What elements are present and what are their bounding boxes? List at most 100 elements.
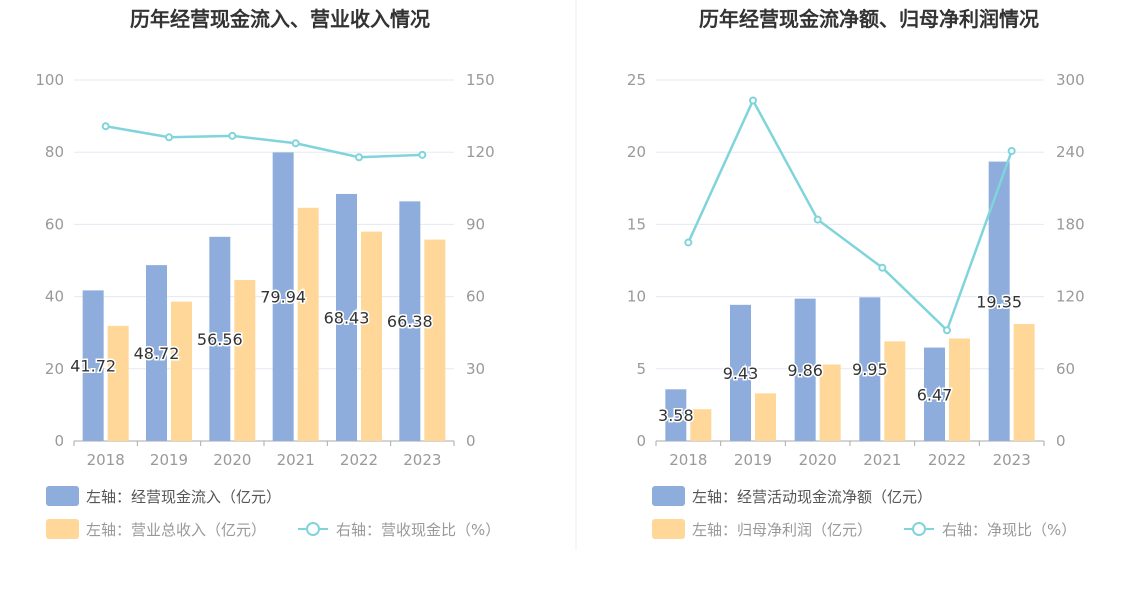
blue-bar bbox=[336, 193, 357, 441]
x-axis-label: 2021 bbox=[277, 451, 315, 469]
ratio-line bbox=[105, 124, 423, 159]
blue-bar bbox=[924, 347, 945, 441]
left-axis-tick: 100 bbox=[35, 71, 64, 89]
legend-label: 右轴：净现比（%） bbox=[942, 521, 1076, 539]
bar-data-label: 9.86 bbox=[787, 361, 823, 380]
orange-bar bbox=[297, 207, 319, 441]
right-axis-tick: 60 bbox=[466, 288, 485, 306]
right-axis-tick: 120 bbox=[1056, 288, 1085, 306]
x-axis-label: 2018 bbox=[669, 451, 707, 469]
x-axis-label: 2021 bbox=[863, 451, 901, 469]
orange-bar bbox=[1013, 324, 1035, 441]
orange-bar bbox=[171, 301, 192, 441]
orange-bar bbox=[949, 338, 970, 441]
orange-bar bbox=[819, 364, 841, 441]
ratio-line-point bbox=[228, 131, 237, 140]
left-axis-tick: 5 bbox=[636, 360, 646, 378]
ratio-line-point bbox=[878, 263, 887, 272]
bar-data-label: 6.47 bbox=[917, 385, 953, 404]
bar-data-label: 79.94 bbox=[260, 288, 306, 307]
blue-bar bbox=[665, 389, 687, 441]
left-axis-tick: 0 bbox=[54, 432, 64, 450]
chart-title: 历年经营现金流净额、归母净利润情况 bbox=[699, 7, 1039, 31]
right-axis-tick: 150 bbox=[466, 71, 495, 89]
legend-label: 左轴：经营现金流入（亿元） bbox=[86, 488, 281, 506]
bar-data-label: 3.58 bbox=[658, 406, 694, 425]
x-axis-label: 2019 bbox=[150, 451, 188, 469]
legend-swatch-orange bbox=[652, 519, 685, 539]
left-axis-tick: 40 bbox=[45, 288, 64, 306]
blue-bar bbox=[859, 297, 881, 441]
orange-bar bbox=[361, 231, 382, 441]
ratio-line-point bbox=[813, 215, 822, 224]
legend-swatch-blue bbox=[652, 486, 685, 506]
ratio-line-point bbox=[418, 150, 427, 159]
ratio-line-point bbox=[165, 133, 173, 142]
bar-data-label: 48.72 bbox=[134, 344, 180, 363]
left-axis-tick: 20 bbox=[627, 143, 646, 161]
bar-data-label: 9.43 bbox=[723, 364, 759, 383]
orange-bar bbox=[755, 393, 776, 441]
blue-bar bbox=[399, 201, 421, 441]
ratio-line-point bbox=[101, 122, 110, 131]
bar-data-label: 68.43 bbox=[324, 308, 370, 327]
orange-bar bbox=[107, 325, 129, 441]
x-axis-label: 2023 bbox=[403, 451, 441, 469]
bar-data-label: 56.56 bbox=[197, 330, 243, 349]
blue-bar bbox=[272, 152, 294, 441]
right-axis-tick: 300 bbox=[1056, 71, 1085, 89]
left-axis-tick: 15 bbox=[627, 215, 646, 233]
left-axis-tick: 60 bbox=[45, 215, 64, 233]
legend-swatch-blue bbox=[46, 486, 79, 506]
ratio-line-point bbox=[355, 153, 363, 162]
left-axis-tick: 25 bbox=[627, 71, 646, 89]
orange-bar bbox=[884, 341, 906, 441]
ratio-line-point bbox=[1007, 146, 1016, 155]
blue-bar bbox=[82, 290, 104, 441]
ratio-line-point bbox=[943, 326, 951, 335]
legend-label: 左轴：归母净利润（亿元） bbox=[692, 521, 872, 539]
blue-bar bbox=[146, 265, 167, 441]
left-axis-tick: 0 bbox=[636, 432, 646, 450]
legend-label: 右轴：营收现金比（%） bbox=[336, 521, 500, 539]
bar-data-label: 9.95 bbox=[852, 360, 888, 379]
legend-line-marker bbox=[912, 522, 926, 536]
blue-bar bbox=[730, 304, 751, 441]
ratio-line-point bbox=[684, 238, 693, 247]
right-axis-tick: 240 bbox=[1056, 143, 1085, 161]
right-axis-tick: 0 bbox=[466, 432, 476, 450]
blue-bar bbox=[988, 161, 1010, 441]
legend-line-marker bbox=[306, 522, 320, 536]
right-axis-tick: 90 bbox=[466, 215, 485, 233]
left-axis-tick: 10 bbox=[627, 288, 646, 306]
x-axis-label: 2022 bbox=[928, 451, 966, 469]
left-axis-tick: 80 bbox=[45, 143, 64, 161]
x-axis-label: 2020 bbox=[799, 451, 837, 469]
right-axis-tick: 120 bbox=[466, 143, 495, 161]
ratio-line bbox=[687, 97, 1013, 333]
ratio-line-point bbox=[749, 96, 757, 105]
legend-label: 左轴：营业总收入（亿元） bbox=[86, 521, 266, 539]
x-axis-label: 2018 bbox=[87, 451, 125, 469]
bar-data-label: 41.72 bbox=[70, 357, 116, 376]
x-axis-label: 2023 bbox=[993, 451, 1031, 469]
bar-data-label: 66.38 bbox=[387, 312, 433, 331]
orange-bar bbox=[690, 409, 712, 441]
x-axis-label: 2020 bbox=[213, 451, 251, 469]
right-axis-tick: 60 bbox=[1056, 360, 1075, 378]
chart-title: 历年经营现金流入、营业收入情况 bbox=[130, 7, 430, 31]
ratio-line-point bbox=[291, 139, 300, 148]
right-axis-tick: 180 bbox=[1056, 215, 1085, 233]
orange-bar bbox=[424, 239, 446, 441]
legend-label: 左轴：经营活动现金流净额（亿元） bbox=[692, 488, 932, 506]
right-axis-tick: 30 bbox=[466, 360, 485, 378]
legend-swatch-orange bbox=[46, 519, 79, 539]
x-axis-label: 2019 bbox=[734, 451, 772, 469]
blue-bar bbox=[209, 236, 231, 441]
blue-bar bbox=[794, 298, 816, 441]
bar-data-label: 19.35 bbox=[976, 292, 1022, 311]
left-axis-tick: 20 bbox=[45, 360, 64, 378]
orange-bar bbox=[234, 279, 256, 441]
x-axis-label: 2022 bbox=[340, 451, 378, 469]
